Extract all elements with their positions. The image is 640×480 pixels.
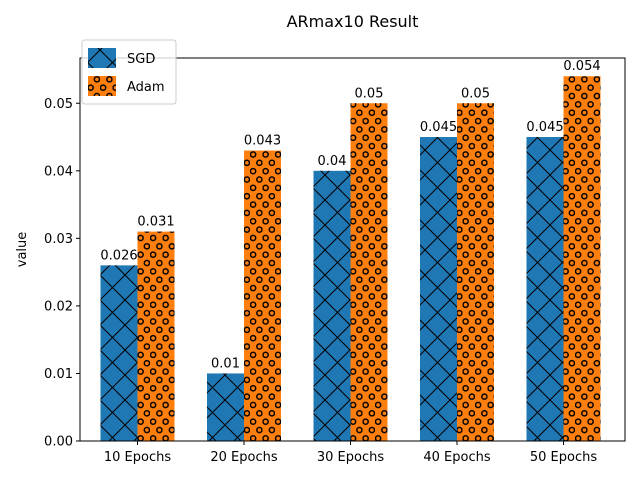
y-tick-label: 0.00: [44, 435, 73, 450]
bars-layer: [100, 76, 601, 442]
legend-label-sgd: SGD: [127, 52, 155, 67]
bar-hatch-sgd-4: [420, 137, 457, 442]
chart-title: ARmax10 Result: [287, 12, 419, 31]
x-tick-label: 10 Epochs: [104, 450, 171, 465]
bar-hatch-adam-1: [137, 231, 175, 441]
x-axis: 10 Epochs 20 Epochs 30 Epochs 40 Epochs 50 E…: [104, 441, 597, 465]
data-label-sgd-4: 0.045: [420, 120, 457, 135]
bar-hatch-sgd-2: [207, 373, 244, 441]
legend-label-adam: Adam: [127, 80, 165, 95]
data-label-adam-5: 0.054: [563, 59, 600, 74]
x-tick-label: 40 Epochs: [423, 450, 490, 465]
bar-hatch-adam-3: [350, 103, 388, 441]
bar-hatch-sgd-1: [100, 265, 138, 441]
x-tick-label: 50 Epochs: [530, 450, 597, 465]
x-tick-label: 20 Epochs: [210, 450, 277, 465]
data-label-sgd-1: 0.026: [100, 248, 137, 263]
data-label-sgd-5: 0.045: [526, 120, 563, 135]
bar-labels-layer: 0.026 0.031 0.01 0.043 0.04 0.05 0.045 0.05 0.04…: [100, 59, 600, 371]
legend-swatch-hatch-adam: [88, 76, 116, 96]
data-label-adam-1: 0.031: [137, 215, 174, 230]
x-tick-label: 30 Epochs: [317, 450, 384, 465]
y-tick-label: 0.03: [44, 232, 73, 247]
bar-hatch-adam-4: [457, 103, 494, 441]
y-tick-label: 0.04: [44, 164, 73, 179]
y-axis: 0.00 0.01 0.02 0.03 0.04 0.05: [44, 97, 80, 450]
y-tick-label: 0.02: [44, 299, 73, 314]
data-label-adam-3: 0.05: [355, 86, 384, 101]
data-label-adam-4: 0.05: [461, 86, 490, 101]
y-tick-label: 0.01: [44, 367, 73, 382]
bar-hatch-adam-2: [244, 150, 281, 441]
bar-hatch-sgd-5: [526, 137, 564, 442]
bar-hatch-sgd-3: [313, 170, 351, 441]
legend-entries: SGD Adam: [88, 48, 165, 96]
data-label-sgd-3: 0.04: [318, 154, 347, 169]
y-axis-label: value: [15, 232, 30, 268]
data-label-sgd-2: 0.01: [211, 356, 240, 371]
plot-frame: [79, 57, 626, 442]
data-label-adam-2: 0.043: [244, 134, 281, 149]
legend: SGD Adam: [81, 39, 177, 105]
bar-hatch-adam-5: [563, 76, 601, 441]
y-tick-label: 0.05: [44, 97, 73, 112]
legend-swatch-hatch-sgd: [88, 48, 116, 68]
